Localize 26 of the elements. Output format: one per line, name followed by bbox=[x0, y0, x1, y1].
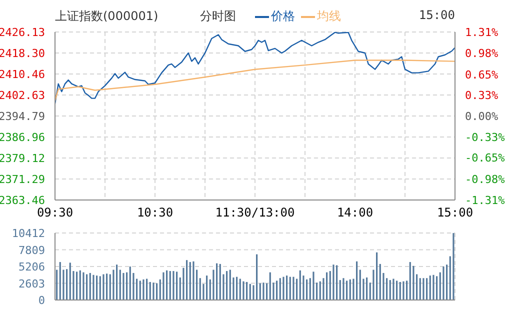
y2-tick-label: 0.33% bbox=[465, 88, 498, 102]
y-tick-label: 0 bbox=[38, 294, 45, 307]
y2-tick-label: 0.65% bbox=[465, 68, 498, 82]
x-tick-label: 09:30 bbox=[36, 206, 74, 220]
y2-tick-label: -1.31% bbox=[465, 194, 505, 207]
y-tick-label: 10412 bbox=[12, 227, 45, 240]
line-series bbox=[55, 32, 455, 104]
legend-label: 价格 bbox=[270, 9, 295, 23]
y-tick-label: 2603 bbox=[18, 277, 45, 290]
y-tick-label: 7809 bbox=[18, 244, 45, 257]
y2-tick-label: 0.00% bbox=[465, 110, 498, 123]
y-tick-label: 5206 bbox=[18, 260, 45, 274]
x-tick-label: 15:00 bbox=[436, 206, 474, 220]
x-tick-label: 11:30/13:00 bbox=[215, 206, 295, 220]
y2-tick-label: 0.98% bbox=[465, 47, 498, 60]
y2-tick-label: -0.33% bbox=[465, 131, 505, 144]
y2-tick-label: 1.31% bbox=[465, 26, 498, 39]
chart-title: 上证指数(000001) bbox=[55, 8, 158, 25]
chart-subtitle: 分时图 bbox=[200, 8, 236, 25]
y2-tick-label: -0.98% bbox=[465, 172, 505, 186]
y2-tick-label: -0.65% bbox=[465, 152, 505, 165]
legend-label: 均线 bbox=[316, 9, 341, 23]
line-series bbox=[55, 60, 455, 102]
text: 15:00 bbox=[418, 8, 455, 22]
x-tick-label: 10:30 bbox=[136, 206, 174, 220]
x-tick-label: 14:00 bbox=[336, 206, 374, 220]
